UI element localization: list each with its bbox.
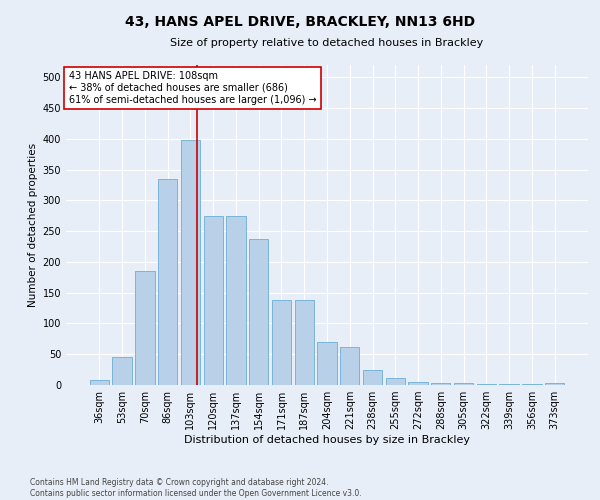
Bar [454,383,473,385]
Bar [363,370,382,385]
Bar [522,384,542,385]
Text: Contains HM Land Registry data © Crown copyright and database right 2024.
Contai: Contains HM Land Registry data © Crown c… [30,478,362,498]
Y-axis label: Number of detached properties: Number of detached properties [28,143,38,307]
Bar [112,358,132,385]
Bar [295,300,314,385]
Bar [249,238,268,385]
Bar [226,216,245,385]
Title: Size of property relative to detached houses in Brackley: Size of property relative to detached ho… [170,38,484,48]
Bar [476,384,496,385]
Bar [158,179,178,385]
Bar [386,378,405,385]
Bar [499,384,519,385]
Bar [431,382,451,385]
Bar [317,342,337,385]
Bar [203,216,223,385]
Bar [181,140,200,385]
X-axis label: Distribution of detached houses by size in Brackley: Distribution of detached houses by size … [184,435,470,445]
Bar [272,300,291,385]
Text: 43 HANS APEL DRIVE: 108sqm
← 38% of detached houses are smaller (686)
61% of sem: 43 HANS APEL DRIVE: 108sqm ← 38% of deta… [68,72,316,104]
Bar [409,382,428,385]
Bar [135,271,155,385]
Bar [545,383,564,385]
Text: 43, HANS APEL DRIVE, BRACKLEY, NN13 6HD: 43, HANS APEL DRIVE, BRACKLEY, NN13 6HD [125,15,475,29]
Bar [340,347,359,385]
Bar [90,380,109,385]
